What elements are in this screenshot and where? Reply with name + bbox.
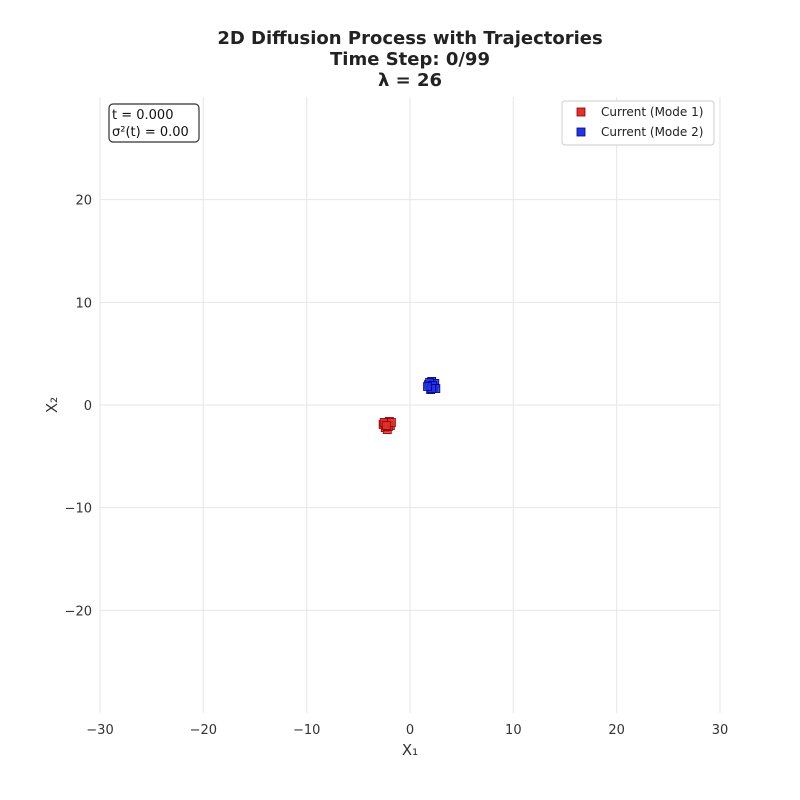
info-variance: σ²(t) = 0.00 [112, 125, 189, 140]
info-box: t = 0.000 σ²(t) = 0.00 [108, 103, 200, 143]
x-tick-label: −20 [190, 723, 217, 738]
legend-swatch-mode-1 [576, 107, 586, 117]
plot-area: −30 −20 −10 0 10 20 30 −20 −10 0 10 20 [65, 97, 728, 738]
legend-swatch-mode-2 [576, 127, 586, 137]
legend-frame [561, 100, 715, 146]
y-axis-label: X₂ [43, 397, 61, 413]
y-axis-ticks: −20 −10 0 10 20 [65, 194, 92, 620]
y-tick-label: −10 [65, 502, 92, 517]
legend: Current (Mode 1) Current (Mode 2) [561, 100, 715, 146]
data-point-mode-2 [423, 382, 432, 391]
info-time: t = 0.000 [112, 108, 173, 123]
x-tick-label: 0 [406, 723, 414, 738]
x-axis-label: X₁ [402, 741, 418, 759]
legend-label-mode-2: Current (Mode 2) [601, 125, 703, 139]
x-tick-label: −10 [293, 723, 320, 738]
x-tick-label: 20 [608, 723, 625, 738]
x-axis-ticks: −30 −20 −10 0 10 20 30 [86, 723, 728, 738]
y-tick-label: 0 [84, 399, 92, 414]
x-tick-label: 10 [505, 723, 522, 738]
x-tick-label: −30 [86, 723, 113, 738]
legend-label-mode-1: Current (Mode 1) [601, 105, 703, 119]
chart-subtitle-lambda: λ = 26 [378, 70, 442, 91]
y-tick-label: 10 [75, 296, 92, 311]
info-box-frame [108, 103, 200, 143]
chart-title: 2D Diffusion Process with Trajectories [217, 28, 602, 49]
chart-subtitle-timestep: Time Step: 0/99 [330, 49, 490, 70]
grid [99, 97, 721, 713]
y-tick-label: −20 [65, 604, 92, 619]
x-tick-label: 30 [712, 723, 729, 738]
data-points [378, 376, 441, 435]
y-tick-label: 20 [75, 194, 92, 209]
data-point-mode-1 [381, 421, 391, 430]
